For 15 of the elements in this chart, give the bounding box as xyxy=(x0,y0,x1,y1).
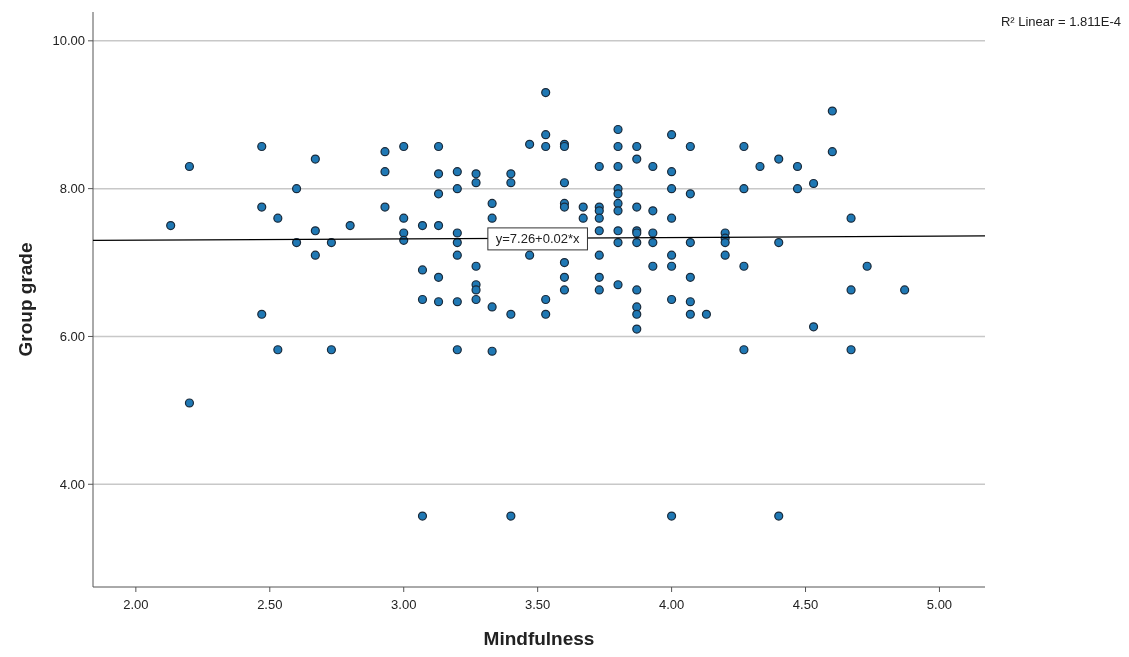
y-axis-title: Group grade xyxy=(15,242,36,357)
x-axis-title: Mindfulness xyxy=(483,628,595,649)
x-tick-label: 2.00 xyxy=(123,597,149,612)
x-tick-label: 3.00 xyxy=(391,597,417,612)
x-tick-label: 4.50 xyxy=(792,597,819,612)
y-tick-label: 6.00 xyxy=(59,329,85,344)
x-tick-label: 2.50 xyxy=(257,597,283,612)
y-tick-label: 4.00 xyxy=(59,476,85,492)
y-tick-label: 8.00 xyxy=(59,181,85,197)
x-tick-label: 5.00 xyxy=(926,597,953,612)
x-tick-label: 3.50 xyxy=(525,597,551,612)
annotation: y=7.26+0.02*x xyxy=(495,231,581,247)
y-tick-label: 10.00 xyxy=(52,33,85,49)
x-tick-label: 4.00 xyxy=(658,597,685,612)
text: R² Linear = 1.811E-4 xyxy=(1000,14,1121,29)
